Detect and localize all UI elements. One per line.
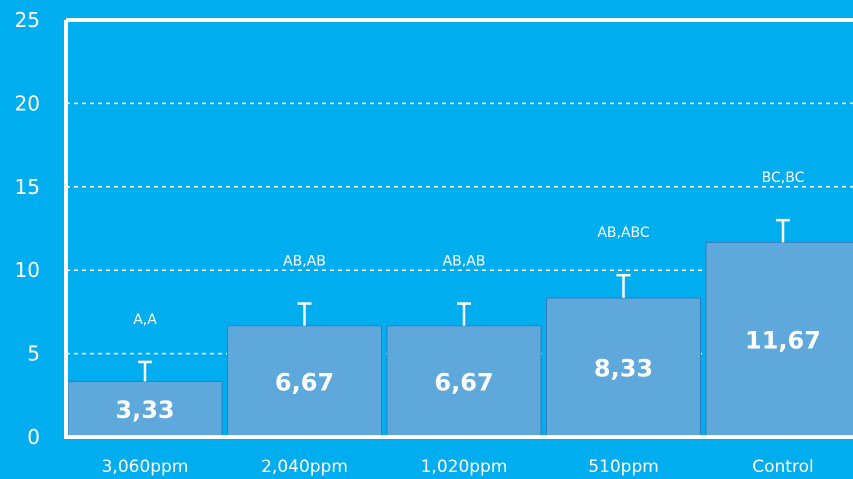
y-tick-label: 0 <box>27 425 40 449</box>
y-tick-label: 10 <box>15 258 40 282</box>
y-tick-label: 5 <box>27 342 40 366</box>
x-category-label: 1,020ppm <box>421 457 508 477</box>
bar-value-label: 11,67 <box>745 327 821 355</box>
axes <box>64 18 853 439</box>
labels: 0 5 10 15 20 25 3,33 A,A 3,060ppm 6,67 AB,AB 2,040p… <box>15 8 821 477</box>
significance-label: A,A <box>133 312 157 328</box>
bar-value-label: 3,33 <box>115 396 174 424</box>
x-category-label: 510ppm <box>588 457 659 477</box>
bars <box>67 218 853 438</box>
bar <box>227 325 382 438</box>
significance-label: AB,ABC <box>597 225 650 241</box>
bar <box>705 241 853 438</box>
significance-label: BC,BC <box>762 170 805 186</box>
bar-value-label: 8,33 <box>594 355 653 383</box>
significance-label: AB,AB <box>283 254 326 270</box>
bar-value-label: 6,67 <box>275 368 334 396</box>
y-tick-label: 20 <box>15 91 40 115</box>
x-category-label: 3,060ppm <box>102 457 189 477</box>
significance-label: AB,AB <box>443 254 486 270</box>
x-category-label: Control <box>752 457 813 477</box>
x-category-label: 2,040ppm <box>261 457 348 477</box>
bar-value-label: 6,67 <box>434 368 493 396</box>
bar <box>546 297 701 438</box>
y-tick-label: 15 <box>15 175 40 199</box>
bar <box>67 380 223 438</box>
bar <box>386 325 542 438</box>
y-tick-label: 25 <box>15 8 40 32</box>
